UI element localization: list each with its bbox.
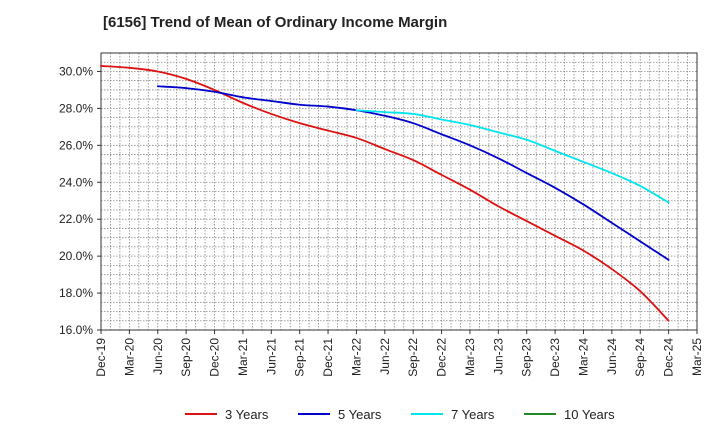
x-tick-label: Dec-21 xyxy=(321,338,335,377)
legend-label-7-years: 7 Years xyxy=(451,407,495,422)
y-tick-label: 18.0% xyxy=(59,286,93,300)
x-tick-label: Sep-24 xyxy=(633,338,647,377)
x-tick-label: Mar-22 xyxy=(349,338,363,376)
x-tick-label: Dec-19 xyxy=(94,338,108,377)
x-tick-label: Dec-24 xyxy=(662,338,676,377)
x-tick-label: Sep-22 xyxy=(406,338,420,377)
legend-label-3-years: 3 Years xyxy=(225,407,269,422)
legend-label-10-years: 10 Years xyxy=(564,407,615,422)
plot-border xyxy=(100,52,698,331)
x-tick-label: Jun-24 xyxy=(605,338,619,375)
series-line-7-years xyxy=(355,109,670,204)
grid-layer xyxy=(101,53,697,330)
legend-label-5-years: 5 Years xyxy=(338,407,382,422)
y-tick-label: 20.0% xyxy=(59,249,93,263)
series-line-5-years xyxy=(156,85,670,261)
x-tick-label: Jun-20 xyxy=(151,338,165,375)
x-tick-label: Mar-21 xyxy=(236,338,250,376)
x-tick-label: Jun-23 xyxy=(491,338,505,375)
legend: 3 Years 5 Years 7 Years 10 Years xyxy=(185,407,615,422)
x-tick-label: Sep-21 xyxy=(293,338,307,377)
y-tick-label: 24.0% xyxy=(59,175,93,189)
y-tick-label: 30.0% xyxy=(59,64,93,78)
x-tick-label: Mar-23 xyxy=(463,338,477,376)
y-tick-label: 28.0% xyxy=(59,101,93,115)
x-tick-label: Jun-21 xyxy=(264,338,278,375)
x-tick-label: Mar-24 xyxy=(576,338,590,376)
axis-layer: 16.0% 18.0% 20.0% 22.0% 24.0% 26.0% 28.0% 30.0%… xyxy=(59,52,704,377)
x-tick-label: Dec-23 xyxy=(548,338,562,377)
x-tick-label: Dec-20 xyxy=(208,338,222,377)
chart-title: [6156] Trend of Mean of Ordinary Income … xyxy=(103,14,448,31)
x-tick-label: Sep-20 xyxy=(179,338,193,377)
y-tick-label: 16.0% xyxy=(59,323,93,337)
x-tick-label: Jun-22 xyxy=(378,338,392,375)
y-tick-label: 22.0% xyxy=(59,212,93,226)
x-tick-label: Sep-23 xyxy=(520,338,534,377)
series-line-3-years xyxy=(100,65,670,322)
series-layer xyxy=(100,65,670,322)
x-tick-label: Dec-22 xyxy=(435,338,449,377)
x-tick-label: Mar-25 xyxy=(690,338,704,376)
x-tick-label: Mar-20 xyxy=(122,338,136,376)
y-tick-label: 26.0% xyxy=(59,138,93,152)
